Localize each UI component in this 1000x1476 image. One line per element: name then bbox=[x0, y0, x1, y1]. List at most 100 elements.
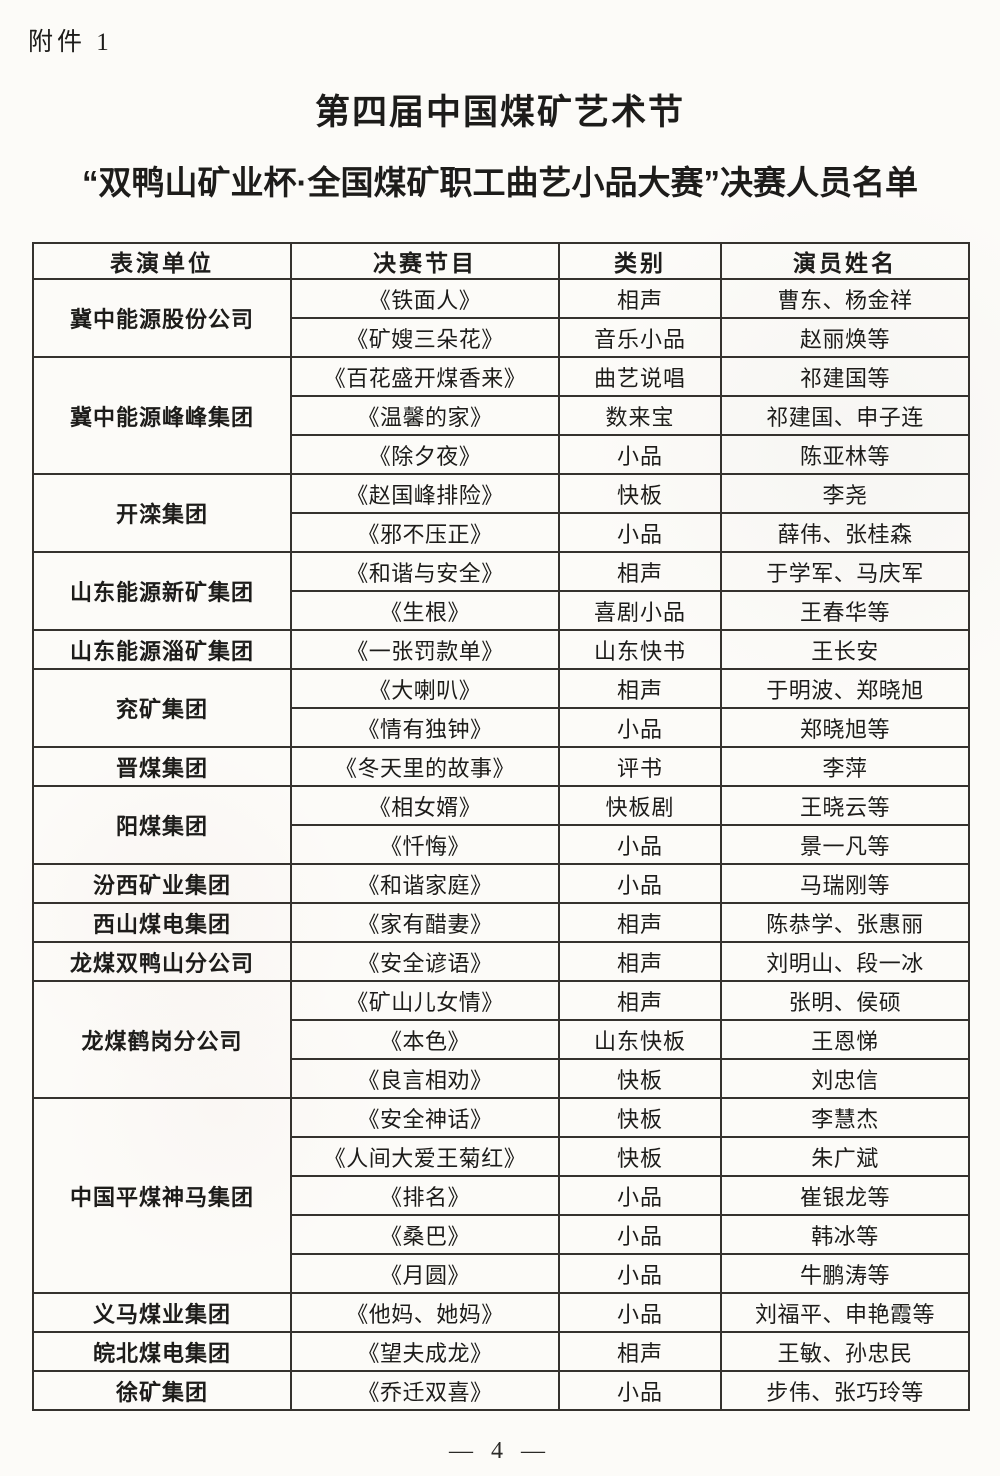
performers-cell: 祁建国等 bbox=[720, 356, 970, 397]
category-cell: 相声 bbox=[558, 668, 722, 709]
program-cell: 《望夫成龙》 bbox=[290, 1331, 560, 1372]
performers-cell: 郑晓旭等 bbox=[720, 707, 970, 748]
table-row: 《生根》 喜剧小品 王春华等 bbox=[33, 590, 970, 631]
program-cell: 《安全神话》 bbox=[290, 1097, 560, 1138]
table-row: 冀中能源峰峰集团 《百花盛开煤香来》 曲艺说唱 祁建国等 bbox=[32, 356, 970, 475]
page-title: 第四届中国煤矿艺术节 bbox=[314, 93, 685, 132]
table-row: 《排名》 小品 崔银龙等 bbox=[33, 1175, 970, 1216]
program-cell: 《情有独钟》 bbox=[290, 707, 560, 748]
category-cell: 音乐小品 bbox=[558, 317, 722, 358]
program-cell: 《铁面人》 bbox=[290, 278, 560, 319]
program-cell: 《乔迁双喜》 bbox=[290, 1370, 560, 1411]
program-cell: 《矿山儿女情》 bbox=[290, 980, 560, 1021]
table-row: 《除夕夜》 小品 陈亚林等 bbox=[33, 434, 970, 475]
program-cell: 《赵国峰排险》 bbox=[290, 473, 560, 514]
performers-cell: 牛鹏涛等 bbox=[720, 1253, 970, 1294]
unit-cell: 徐矿集团 bbox=[32, 1370, 292, 1411]
finalists-table: 表演单位 决赛节目 类别 演员姓名 冀中能源股份公司 《铁面人》 相声 曹东、杨金祥《… bbox=[32, 242, 970, 1411]
table-row: 山东能源淄矿集团 《一张罚款单》 山东快书 王长安 bbox=[32, 629, 970, 670]
category-cell: 快板剧 bbox=[558, 785, 722, 826]
category-cell: 小品 bbox=[558, 707, 722, 748]
category-cell: 喜剧小品 bbox=[558, 590, 722, 631]
category-cell: 小品 bbox=[558, 1253, 722, 1294]
table-row: 龙煤双鸭山分公司 《安全谚语》 相声 刘明山、段一冰 bbox=[32, 941, 970, 982]
unit-cell: 山东能源淄矿集团 bbox=[32, 629, 292, 670]
unit-cell: 冀中能源峰峰集团 bbox=[32, 356, 292, 475]
column-header-category: 类别 bbox=[558, 242, 722, 280]
column-header-unit: 表演单位 bbox=[32, 242, 292, 280]
program-cell: 《除夕夜》 bbox=[290, 434, 560, 475]
performers-cell: 李尧 bbox=[720, 473, 970, 514]
table-row: 《本色》 山东快板 王恩悌 bbox=[33, 1019, 970, 1060]
table-row: 《温馨的家》 数来宝 祁建国、申子连 bbox=[33, 395, 970, 436]
program-cell: 《忏悔》 bbox=[290, 824, 560, 865]
table-row: 开滦集团 《赵国峰排险》 快板 李尧 bbox=[32, 473, 970, 553]
unit-cell: 阳煤集团 bbox=[32, 785, 292, 865]
performers-cell: 韩冰等 bbox=[720, 1214, 970, 1255]
category-cell: 小品 bbox=[558, 1370, 722, 1411]
category-cell: 相声 bbox=[558, 902, 722, 943]
performers-cell: 于学军、马庆军 bbox=[720, 551, 970, 592]
unit-cell: 皖北煤电集团 bbox=[32, 1331, 292, 1372]
table-row: 阳煤集团 《相女婿》 快板剧 王晓云等 bbox=[32, 785, 970, 865]
program-cell: 《排名》 bbox=[290, 1175, 560, 1216]
unit-cell: 西山煤电集团 bbox=[32, 902, 292, 943]
column-header-performers: 演员姓名 bbox=[720, 242, 970, 280]
performers-cell: 朱广斌 bbox=[720, 1136, 970, 1177]
unit-cell: 冀中能源股份公司 bbox=[32, 278, 292, 358]
table-row: 冀中能源股份公司 《铁面人》 相声 曹东、杨金祥 bbox=[32, 278, 970, 358]
table-row: 龙煤鹤岗分公司 《矿山儿女情》 相声 张明、侯硕 bbox=[32, 980, 970, 1099]
program-cell: 《安全谚语》 bbox=[290, 941, 560, 982]
performers-cell: 步伟、张巧玲等 bbox=[720, 1370, 970, 1411]
table-row: 《月圆》 小品 牛鹏涛等 bbox=[33, 1253, 970, 1294]
performers-cell: 薛伟、张桂森 bbox=[720, 512, 970, 553]
column-header-program: 决赛节目 bbox=[290, 242, 560, 280]
performers-cell: 王敏、孙忠民 bbox=[720, 1331, 970, 1372]
category-cell: 相声 bbox=[558, 278, 722, 319]
performers-cell: 刘福平、申艳霞等 bbox=[720, 1292, 970, 1333]
page-subtitle: “双鸭山矿业杯·全国煤矿职工曲艺小品大赛”决赛人员名单 bbox=[82, 164, 918, 201]
program-cell: 《和谐家庭》 bbox=[290, 863, 560, 904]
category-cell: 小品 bbox=[558, 1175, 722, 1216]
category-cell: 山东快书 bbox=[558, 629, 722, 670]
table-row: 皖北煤电集团 《望夫成龙》 相声 王敏、孙忠民 bbox=[32, 1331, 970, 1372]
category-cell: 小品 bbox=[558, 863, 722, 904]
performers-cell: 张明、侯硕 bbox=[720, 980, 970, 1021]
category-cell: 曲艺说唱 bbox=[558, 356, 722, 397]
performers-cell: 李萍 bbox=[720, 746, 970, 787]
performers-cell: 王春华等 bbox=[720, 590, 970, 631]
performers-cell: 王晓云等 bbox=[720, 785, 970, 826]
program-cell: 《温馨的家》 bbox=[290, 395, 560, 436]
unit-cell: 山东能源新矿集团 bbox=[32, 551, 292, 631]
table-row: 西山煤电集团 《家有醋妻》 相声 陈恭学、张惠丽 bbox=[32, 902, 970, 943]
program-cell: 《大喇叭》 bbox=[290, 668, 560, 709]
performers-cell: 景一凡等 bbox=[720, 824, 970, 865]
program-cell: 《人间大爱王菊红》 bbox=[290, 1136, 560, 1177]
table-row: 兖矿集团 《大喇叭》 相声 于明波、郑晓旭 bbox=[32, 668, 970, 748]
performers-cell: 曹东、杨金祥 bbox=[720, 278, 970, 319]
category-cell: 评书 bbox=[558, 746, 722, 787]
table-row: 《忏悔》 小品 景一凡等 bbox=[33, 824, 970, 865]
performers-cell: 祁建国、申子连 bbox=[720, 395, 970, 436]
program-cell: 《桑巴》 bbox=[290, 1214, 560, 1255]
category-cell: 快板 bbox=[558, 473, 722, 514]
unit-cell: 中国平煤神马集团 bbox=[32, 1097, 292, 1294]
table-row: 徐矿集团 《乔迁双喜》 小品 步伟、张巧玲等 bbox=[32, 1370, 970, 1411]
category-cell: 相声 bbox=[558, 1331, 722, 1372]
performers-cell: 赵丽焕等 bbox=[720, 317, 970, 358]
performers-cell: 陈恭学、张惠丽 bbox=[720, 902, 970, 943]
unit-cell: 晋煤集团 bbox=[32, 746, 292, 787]
category-cell: 山东快板 bbox=[558, 1019, 722, 1060]
category-cell: 小品 bbox=[558, 824, 722, 865]
category-cell: 小品 bbox=[558, 1292, 722, 1333]
performers-cell: 李慧杰 bbox=[720, 1097, 970, 1138]
program-cell: 《相女婿》 bbox=[290, 785, 560, 826]
program-cell: 《家有醋妻》 bbox=[290, 902, 560, 943]
category-cell: 快板 bbox=[558, 1136, 722, 1177]
table-row: 晋煤集团 《冬天里的故事》 评书 李萍 bbox=[32, 746, 970, 787]
performers-cell: 崔银龙等 bbox=[720, 1175, 970, 1216]
category-cell: 快板 bbox=[558, 1058, 722, 1099]
program-cell: 《本色》 bbox=[290, 1019, 560, 1060]
table-row: 山东能源新矿集团 《和谐与安全》 相声 于学军、马庆军 bbox=[32, 551, 970, 631]
